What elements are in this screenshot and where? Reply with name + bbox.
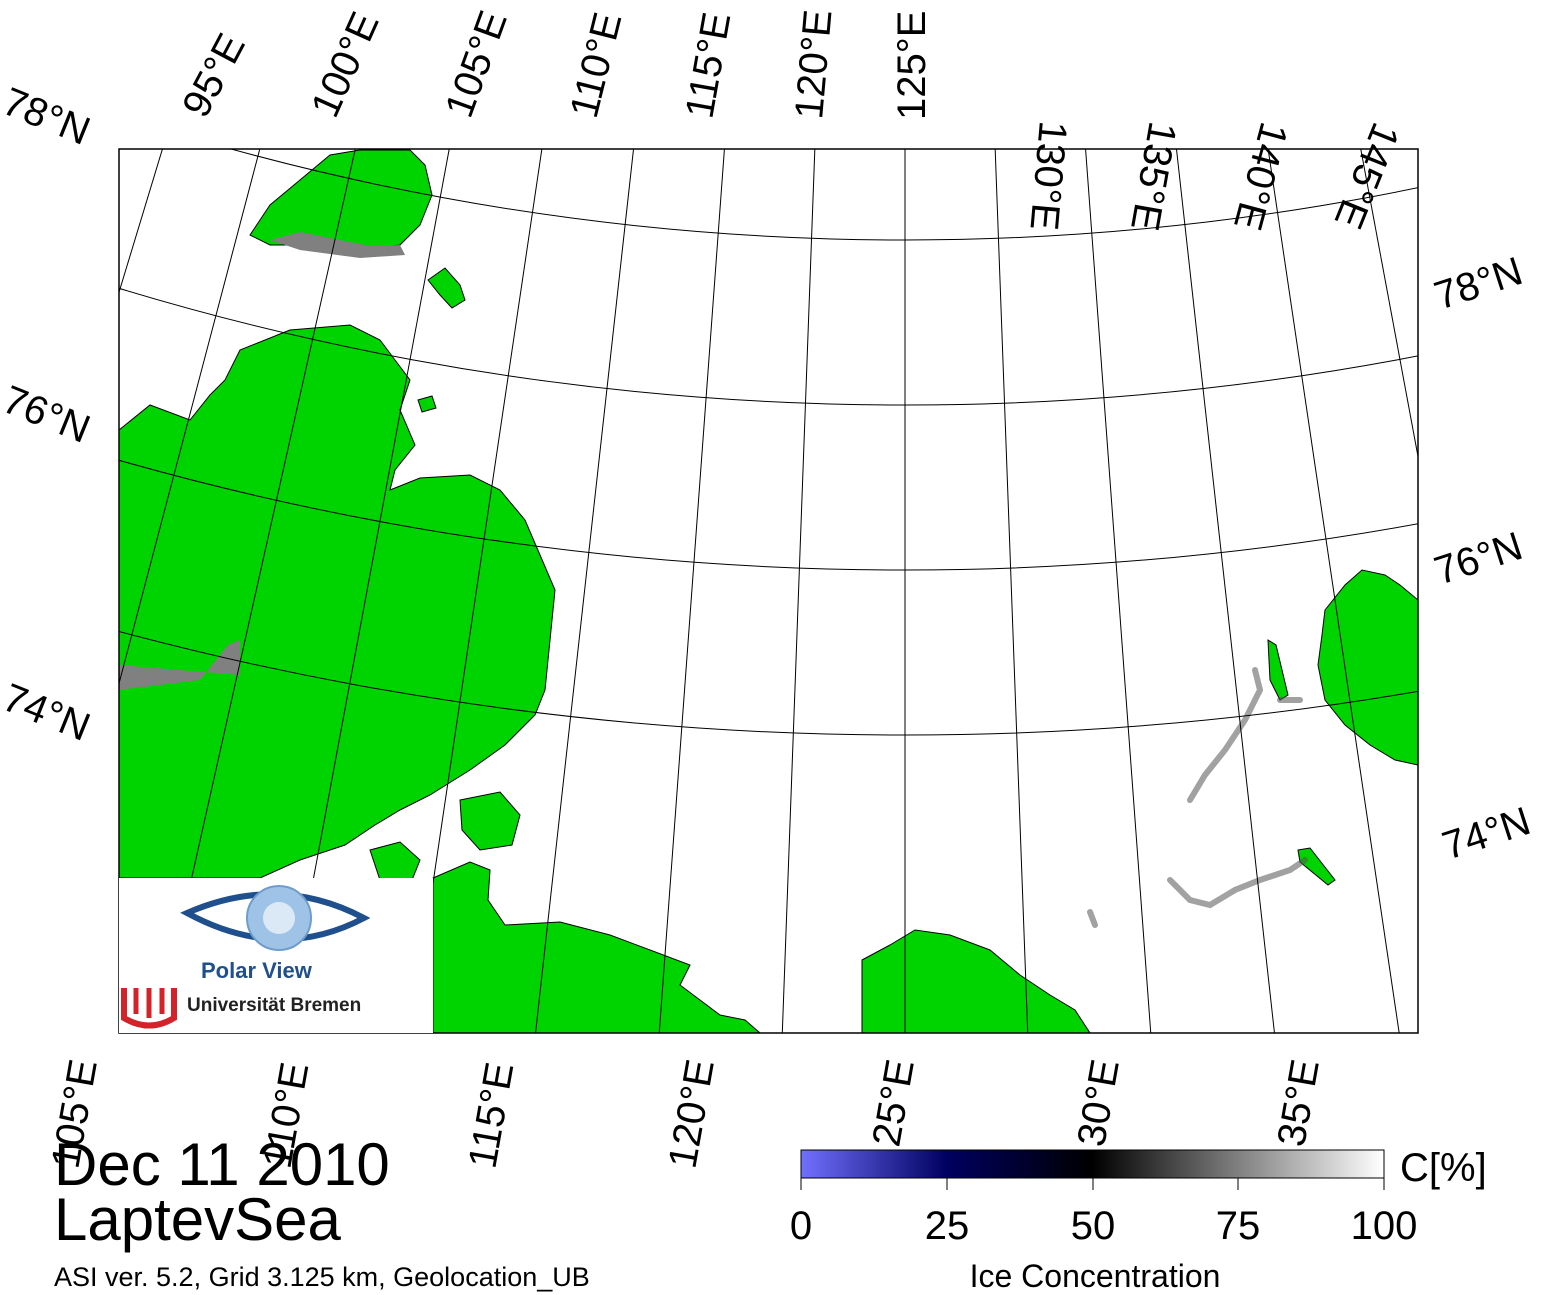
- meridian-line: [0, 0, 78, 1059]
- logo-institution: Universität Bremen: [187, 995, 362, 1016]
- colorbar-tick-0: 0: [789, 1204, 813, 1248]
- polar-view-logo: Polar View Universität Bremen: [119, 878, 433, 1033]
- meridian-line: [781, 149, 816, 1033]
- land-south-mid: [861, 929, 1091, 1033]
- meridian-line: [658, 149, 725, 1033]
- top-lon-label: 95°E: [174, 27, 254, 125]
- meridian-line: [119, 149, 261, 686]
- bottom-lon-label: 120°E: [661, 1056, 723, 1171]
- land-layer: [119, 149, 1418, 1033]
- eye-icon: [121, 885, 371, 1030]
- map-frame: [118, 148, 1419, 1034]
- colorbar-title: Ice Concentration: [969, 1258, 1221, 1294]
- land-island-3: [369, 841, 421, 886]
- meridian-line: [410, 149, 543, 1033]
- land-new-siberian: [1317, 569, 1418, 766]
- top-lon-label: 120°E: [787, 8, 840, 121]
- ice-streak-2: [1187, 667, 1264, 803]
- logo-title: Polar View: [201, 958, 312, 983]
- bremen-logo-icon: [121, 988, 177, 1029]
- meridian-line: [1267, 149, 1400, 1033]
- colorbar-ticks: [800, 1178, 1385, 1190]
- top-lon-label: 105°E: [437, 5, 516, 123]
- meridian-line: [1409, 0, 1544, 1213]
- top-lon-label: 110°E: [562, 8, 630, 122]
- top-lon-label: 100°E: [303, 6, 388, 124]
- top-lon-label: 125°E: [890, 11, 934, 120]
- ice-streak-1: [1167, 857, 1308, 909]
- land-taymyr: [119, 324, 556, 879]
- colorbar-unit: C[%]: [1400, 1146, 1487, 1190]
- ice-streak-3: [1087, 909, 1098, 928]
- meridian-line: [994, 149, 1029, 1033]
- colorbar-gradient: [800, 1149, 1385, 1179]
- land-islet-2: [417, 395, 437, 413]
- meridian-line: [1085, 149, 1152, 1033]
- ice-layer: [1087, 667, 1308, 928]
- right-lat-label: 78°N: [1429, 249, 1528, 318]
- map-date: Dec 11 2010: [54, 1131, 390, 1198]
- colorbar-tick-75: 75: [1215, 1204, 1261, 1248]
- colorbar-tick-25: 25: [924, 1204, 970, 1248]
- top-lon-label: 115°E: [678, 9, 740, 121]
- bottom-lon-label: 115°E: [461, 1059, 523, 1171]
- product-info: ASI ver. 5.2, Grid 3.125 km, Geolocation…: [54, 1262, 590, 1292]
- meridian-line: [1491, 0, 1544, 1181]
- region-name: LaptevSea: [54, 1186, 341, 1253]
- left-lat-label: 74°N: [0, 676, 96, 750]
- meridian-line: [1360, 149, 1418, 460]
- right-lat-label: 74°N: [1437, 799, 1536, 868]
- colorbar-tick-50: 50: [1070, 1204, 1116, 1248]
- top-lon-label: 130°E: [1021, 119, 1074, 232]
- left-lat-label: 76°N: [0, 378, 96, 452]
- right-lat-label: 76°N: [1429, 524, 1528, 593]
- colorbar-tick-100: 100: [1350, 1204, 1418, 1248]
- land-islet-1: [427, 267, 466, 309]
- land-island-2: [459, 791, 521, 851]
- meridian-line: [1175, 149, 1275, 1033]
- land-delta: [432, 861, 761, 1033]
- left-lat-label: 78°N: [0, 80, 96, 154]
- meridian-line: [535, 149, 635, 1033]
- shelf-severnaya: [270, 232, 405, 258]
- shelf-taymyr: [119, 640, 240, 690]
